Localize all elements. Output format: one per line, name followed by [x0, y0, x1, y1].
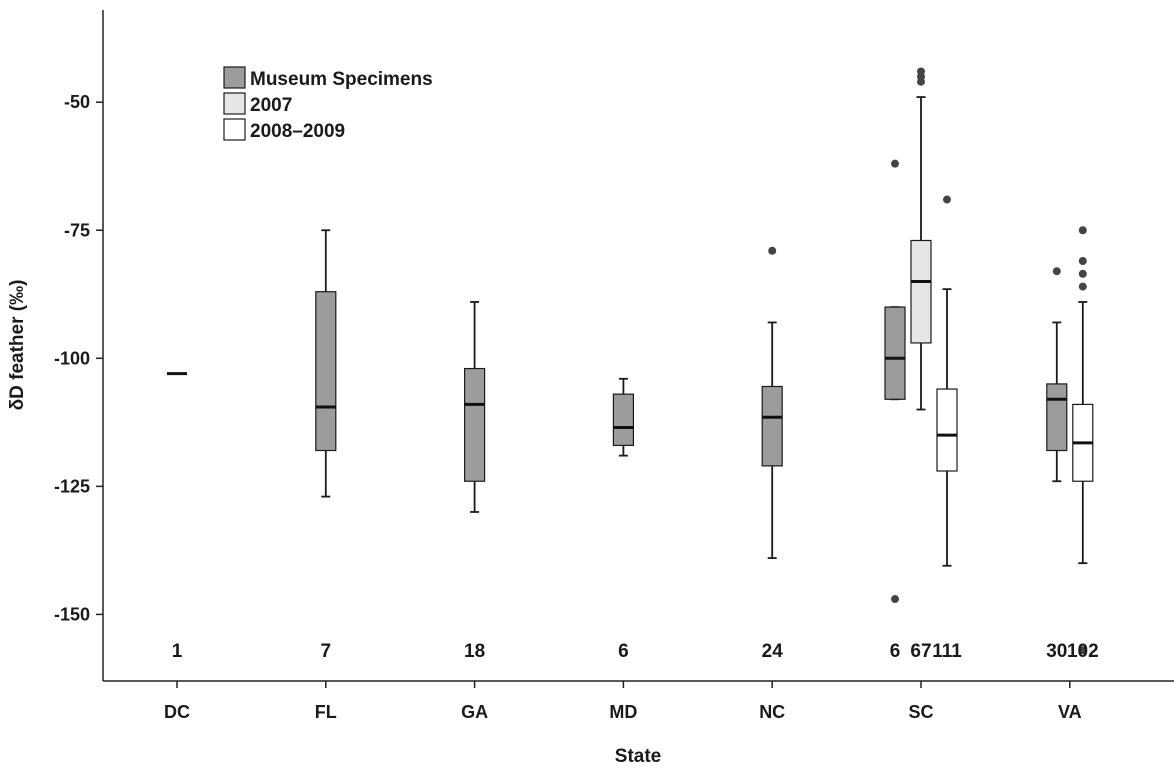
x-tick-label: FL	[315, 702, 337, 722]
sample-size-label: 102	[1067, 641, 1099, 662]
sample-size-label: 1	[172, 641, 183, 662]
sample-size-label: 7	[321, 641, 332, 662]
x-axis: DC FL GA MD NC SC VA	[164, 681, 1082, 722]
box-NC-museum-specimens	[761, 246, 783, 559]
y-axis: -50 -75 -100 -125 -150	[54, 92, 103, 624]
x-tick-label: GA	[461, 702, 488, 722]
box-FL-museum-specimens	[315, 229, 337, 498]
box-body	[936, 388, 958, 472]
box-SC-2007	[910, 67, 932, 411]
outlier-point	[943, 195, 951, 204]
outlier-point	[1078, 269, 1087, 278]
legend-label: Museum Specimens	[250, 69, 433, 90]
box-body	[315, 291, 337, 452]
legend-item: 2008–2009	[223, 118, 345, 142]
legend-item: 2007	[223, 92, 292, 116]
legend: Museum Specimens 2007 2008–2009	[223, 66, 433, 142]
legend-item: Museum Specimens	[223, 66, 433, 90]
y-axis-title: δD feather (‰)	[7, 280, 28, 411]
box-body	[910, 239, 932, 344]
sample-size-label: 24	[762, 641, 784, 662]
sample-size-label: 6	[890, 641, 901, 662]
box-body	[1046, 383, 1068, 452]
x-tick-label: MD	[609, 702, 637, 722]
sample-size-label: 6	[618, 641, 629, 662]
sample-size-label: 30	[1046, 641, 1067, 662]
outlier-point	[1078, 282, 1087, 291]
box-MD-museum-specimens	[612, 377, 635, 457]
boxes-layer	[167, 67, 1094, 655]
plot-frame	[102, 10, 1174, 682]
box-GA-museum-specimens	[464, 301, 486, 513]
box-SC-2008-2009	[936, 195, 958, 567]
legend-swatch	[223, 118, 246, 141]
box-body	[464, 367, 486, 482]
sample-size-label: 18	[464, 641, 485, 662]
x-tick-label: VA	[1058, 702, 1082, 722]
outlier-point	[917, 77, 925, 86]
box-VA-museum-specimens	[1046, 267, 1068, 483]
legend-label: 2007	[250, 95, 292, 116]
y-tick-label: -50	[64, 92, 90, 112]
sample-size-labels: 1 7 18 6 24 6 30 67 111 102	[172, 641, 1099, 662]
outlier-point	[1078, 256, 1087, 265]
outlier-point	[1078, 646, 1087, 655]
x-axis-title: State	[615, 746, 661, 767]
x-tick-label: SC	[908, 702, 933, 722]
sample-size-label: 67	[910, 641, 931, 662]
box-body	[612, 393, 635, 446]
box-VA-2008-2009	[1072, 226, 1094, 655]
outlier-point	[891, 159, 899, 168]
outlier-point	[1052, 267, 1061, 276]
legend-swatch	[223, 92, 246, 115]
outlier-point	[768, 246, 777, 255]
box-body	[884, 306, 906, 400]
outlier-point	[1078, 226, 1087, 235]
legend-swatch	[223, 66, 246, 89]
legend-label: 2008–2009	[250, 121, 345, 142]
y-tick-label: -75	[64, 220, 90, 240]
box-SC-museum-specimens	[884, 159, 906, 604]
box-body	[761, 385, 783, 467]
outlier-point	[891, 595, 899, 604]
x-tick-label: NC	[759, 702, 785, 722]
y-tick-label: -150	[54, 604, 90, 624]
y-tick-label: -125	[54, 476, 90, 496]
x-tick-label: DC	[164, 702, 190, 722]
y-tick-label: -100	[54, 348, 90, 368]
sample-size-label: 111	[932, 641, 962, 662]
